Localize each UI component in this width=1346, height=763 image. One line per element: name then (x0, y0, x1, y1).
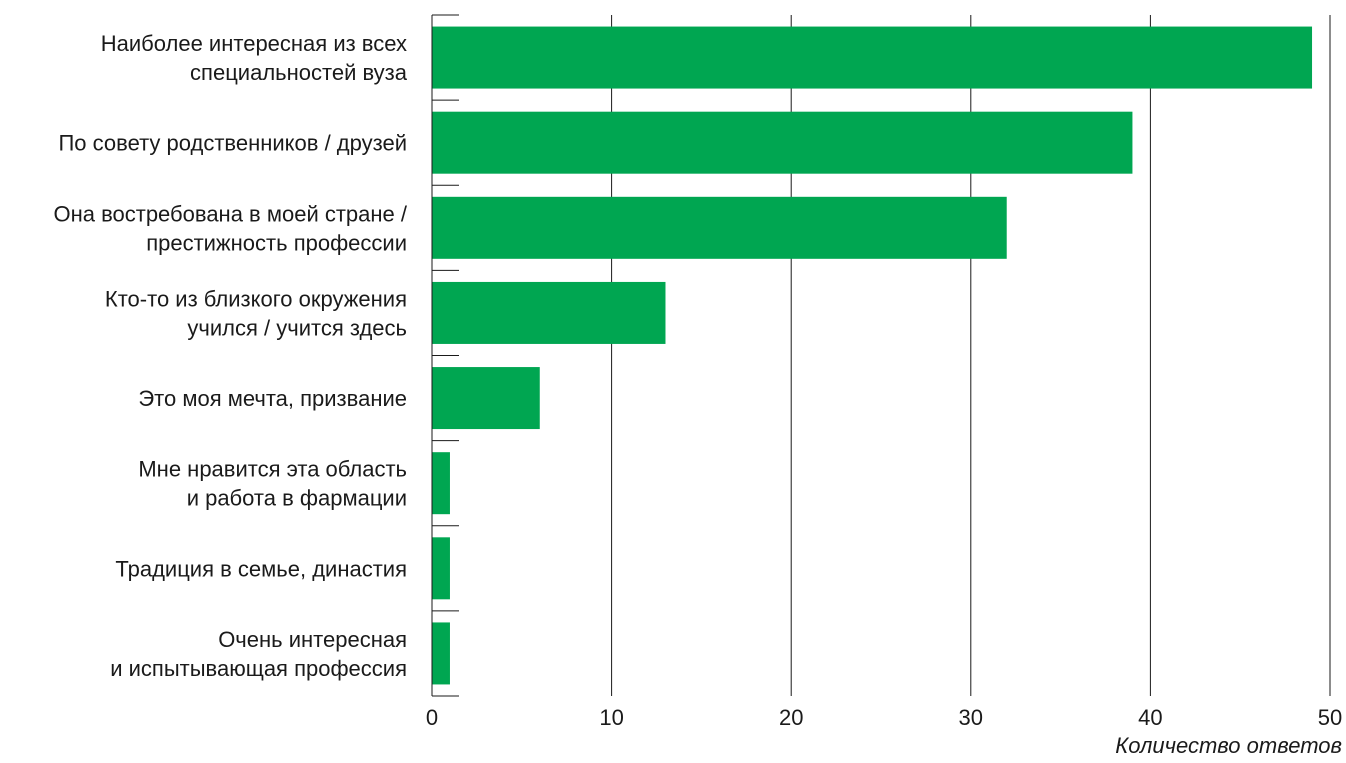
category-label-0: Наиболее интересная из всех специальносте… (101, 31, 408, 85)
bar-5 (432, 452, 450, 515)
tick-labels: 0 10 20 30 40 50 (426, 705, 1342, 730)
x-tick-label-10: 10 (599, 705, 623, 730)
category-labels: Наиболее интересная из всех специальносте… (53, 31, 407, 681)
category-label-line: Мне нравится эта область (138, 457, 407, 482)
bar-4 (432, 367, 540, 430)
category-label-2: Она востребована в моей стране / престижн… (53, 201, 407, 255)
category-label-5: Мне нравится эта область и работа в фарма… (138, 457, 407, 511)
bar-6 (432, 537, 450, 600)
axis-layer (431, 14, 459, 697)
category-label-7: Очень интересная и испытывающая профессия (110, 627, 407, 681)
bar-7 (432, 622, 450, 685)
category-label-line: и испытывающая профессия (110, 656, 407, 681)
category-label-3: Кто-то из близкого окружения учился / учи… (105, 286, 407, 340)
x-tick-label-50: 50 (1318, 705, 1342, 730)
category-label-line: учился / учится здесь (187, 315, 407, 340)
category-label-6: Традиция в семье, династия (115, 556, 407, 581)
x-tick-label-0: 0 (426, 705, 438, 730)
bar-3 (432, 281, 666, 344)
x-tick-label-40: 40 (1138, 705, 1162, 730)
category-label-line: Это моя мечта, призвание (138, 386, 407, 411)
category-label-line: Кто-то из близкого окружения (105, 286, 407, 311)
x-axis-title: Количество ответов (1115, 733, 1342, 758)
x-tick-label-20: 20 (779, 705, 803, 730)
bar-2 (432, 196, 1007, 259)
category-label-line: Наиболее интересная из всех (101, 31, 407, 56)
bar-0 (432, 26, 1313, 89)
bars-layer (432, 26, 1313, 685)
category-label-line: специальностей вуза (190, 60, 408, 85)
category-label-line: Она востребована в моей стране / (53, 201, 407, 226)
category-label-line: престижность профессии (146, 230, 407, 255)
bar-1 (432, 111, 1133, 174)
category-label-line: По совету родственников / друзей (58, 131, 407, 156)
category-label-line: и работа в фармации (187, 486, 407, 511)
category-label-1: По совету родственников / друзей (58, 131, 407, 156)
category-label-line: Очень интересная (218, 627, 407, 652)
category-label-line: Традиция в семье, династия (115, 556, 407, 581)
category-label-4: Это моя мечта, призвание (138, 386, 407, 411)
x-tick-label-30: 30 (959, 705, 983, 730)
